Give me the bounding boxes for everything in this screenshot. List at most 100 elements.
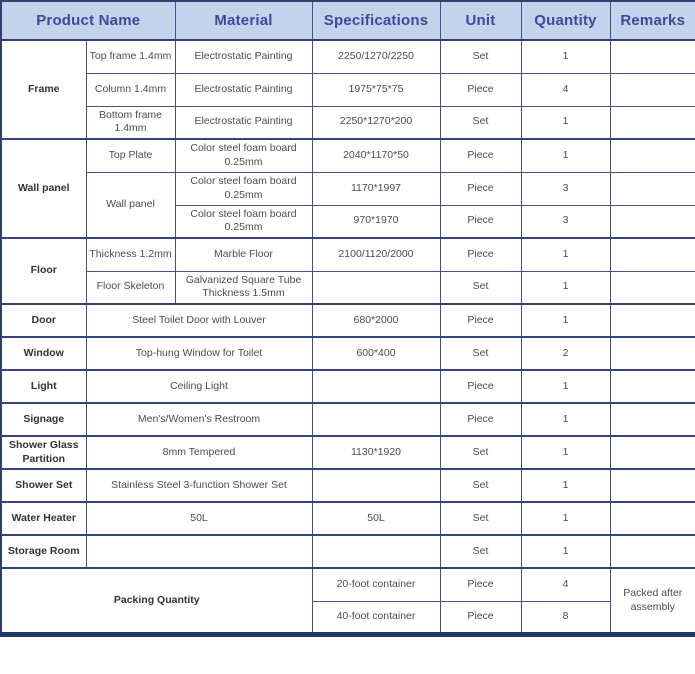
spec-cell: 40-foot container xyxy=(311,600,441,635)
remarks-cell xyxy=(609,369,695,404)
unit-cell: Piece xyxy=(439,402,522,437)
remarks-cell xyxy=(609,204,695,239)
table-row: Shower Set Stainless Steel 3-function Sh… xyxy=(0,468,695,503)
unit-cell: Piece xyxy=(439,600,522,635)
unit-cell: Piece xyxy=(439,72,522,107)
unit-cell: Set xyxy=(439,336,522,371)
quantity-cell: 1 xyxy=(520,237,611,272)
spec-cell xyxy=(311,468,441,503)
table-row: Wall panel Top Plate Color steel foam bo… xyxy=(0,138,695,239)
material-cell: Color steel foam board 0.25mm xyxy=(174,138,313,173)
quantity-cell: 1 xyxy=(520,270,611,305)
spec-cell xyxy=(311,402,441,437)
unit-cell: Piece xyxy=(439,204,522,239)
remarks-cell xyxy=(609,72,695,107)
description-cell: Ceiling Light xyxy=(85,369,313,404)
spec-cell: 600*400 xyxy=(311,336,441,371)
description-cell xyxy=(85,534,313,569)
quantity-cell: 1 xyxy=(520,39,611,74)
quantity-cell: 4 xyxy=(520,72,611,107)
table-row: Frame Top frame 1.4mm Electrostatic Pain… xyxy=(0,39,695,140)
product-sub-cell: Top Plate xyxy=(85,138,176,173)
table-row: Color steel foam board 0.25mm 970*1970 P… xyxy=(1,204,695,239)
product-sub-cell: Thickness 1.2mm xyxy=(85,237,176,272)
product-group-cell: Light xyxy=(0,369,87,404)
material-cell: Color steel foam board 0.25mm xyxy=(174,171,313,206)
unit-cell: Set xyxy=(439,39,522,74)
spec-cell: 2100/1120/2000 xyxy=(311,237,441,272)
product-sub-cell: Wall panel xyxy=(85,171,176,239)
table-row: Column 1.4mm Electrostatic Painting 1975… xyxy=(1,72,695,107)
quantity-cell: 3 xyxy=(520,171,611,206)
remarks-cell xyxy=(609,105,695,140)
remarks-cell xyxy=(609,501,695,536)
table-row: Storage Room Set 1 xyxy=(0,534,695,569)
remarks-cell xyxy=(609,171,695,206)
material-cell: Electrostatic Painting xyxy=(174,105,313,140)
column-header-unit: Unit xyxy=(439,0,522,41)
product-group-cell: Shower Set xyxy=(0,468,87,503)
product-group-cell: Window xyxy=(0,336,87,371)
quantity-cell: 1 xyxy=(520,138,611,173)
quantity-cell: 1 xyxy=(520,501,611,536)
material-cell: Galvanized Square Tube Thickness 1.5mm xyxy=(174,270,313,305)
quantity-cell: 1 xyxy=(520,369,611,404)
product-group-cell: Packing Quantity xyxy=(0,567,313,635)
material-cell: Electrostatic Painting xyxy=(174,39,313,74)
quantity-cell: 1 xyxy=(520,434,611,470)
quantity-cell: 4 xyxy=(520,567,611,602)
unit-cell: Piece xyxy=(439,237,522,272)
description-cell: Stainless Steel 3-function Shower Set xyxy=(85,468,313,503)
quantity-cell: 2 xyxy=(520,336,611,371)
column-header-quantity: Quantity xyxy=(520,0,611,41)
unit-cell: Piece xyxy=(439,138,522,173)
spec-cell xyxy=(311,369,441,404)
quantity-cell: 8 xyxy=(520,600,611,635)
table-row: Signage Men's/Women's Restroom Piece 1 xyxy=(0,402,695,437)
remarks-cell xyxy=(609,303,695,338)
remarks-cell xyxy=(609,138,695,173)
product-sub-cell: Floor Skeleton xyxy=(85,270,176,305)
material-cell: Marble Floor xyxy=(174,237,313,272)
remarks-cell xyxy=(609,237,695,272)
remarks-cell xyxy=(609,402,695,437)
header-row: Product Name Material Specifications Uni… xyxy=(0,0,695,41)
spec-cell: 2250/1270/2250 xyxy=(311,39,441,74)
column-header-material: Material xyxy=(174,0,313,41)
unit-cell: Set xyxy=(439,468,522,503)
remarks-cell xyxy=(609,468,695,503)
unit-cell: Set xyxy=(439,270,522,305)
spec-cell: 680*2000 xyxy=(311,303,441,338)
table-row: Shower Glass Partition 8mm Tempered 1130… xyxy=(0,434,695,470)
quantity-cell: 1 xyxy=(520,105,611,140)
spec-cell: 50L xyxy=(311,501,441,536)
quantity-cell: 1 xyxy=(520,534,611,569)
spec-cell: 2250*1270*200 xyxy=(311,105,441,140)
quantity-cell: 1 xyxy=(520,402,611,437)
material-cell: Color steel foam board 0.25mm xyxy=(174,204,313,239)
product-group-cell: Wall panel xyxy=(0,138,87,239)
remarks-cell xyxy=(609,534,695,569)
spec-cell xyxy=(311,534,441,569)
material-cell: Electrostatic Painting xyxy=(174,72,313,107)
quantity-cell: 1 xyxy=(520,468,611,503)
description-cell: Steel Toilet Door with Louver xyxy=(85,303,313,338)
spec-cell xyxy=(311,270,441,305)
table-row: Floor Skeleton Galvanized Square Tube Th… xyxy=(1,270,695,305)
unit-cell: Piece xyxy=(439,171,522,206)
table-row: Bottom frame 1.4mm Electrostatic Paintin… xyxy=(1,105,695,140)
spec-cell: 1975*75*75 xyxy=(311,72,441,107)
product-group-cell: Shower Glass Partition xyxy=(0,434,87,470)
product-group-cell: Signage xyxy=(0,402,87,437)
spec-cell: 1170*1997 xyxy=(311,171,441,206)
remarks-cell: Packed after assembly xyxy=(609,567,695,635)
unit-cell: Piece xyxy=(439,369,522,404)
table-row: Light Ceiling Light Piece 1 xyxy=(0,369,695,404)
description-cell: Top-hung Window for Toilet xyxy=(85,336,313,371)
product-group-cell: Floor xyxy=(0,237,87,305)
table-row: Packing Quantity 20-foot container Piece… xyxy=(0,567,695,635)
product-group-cell: Door xyxy=(0,303,87,338)
product-spec-table: Product Name Material Specifications Uni… xyxy=(0,0,695,637)
column-header-specifications: Specifications xyxy=(311,0,441,41)
